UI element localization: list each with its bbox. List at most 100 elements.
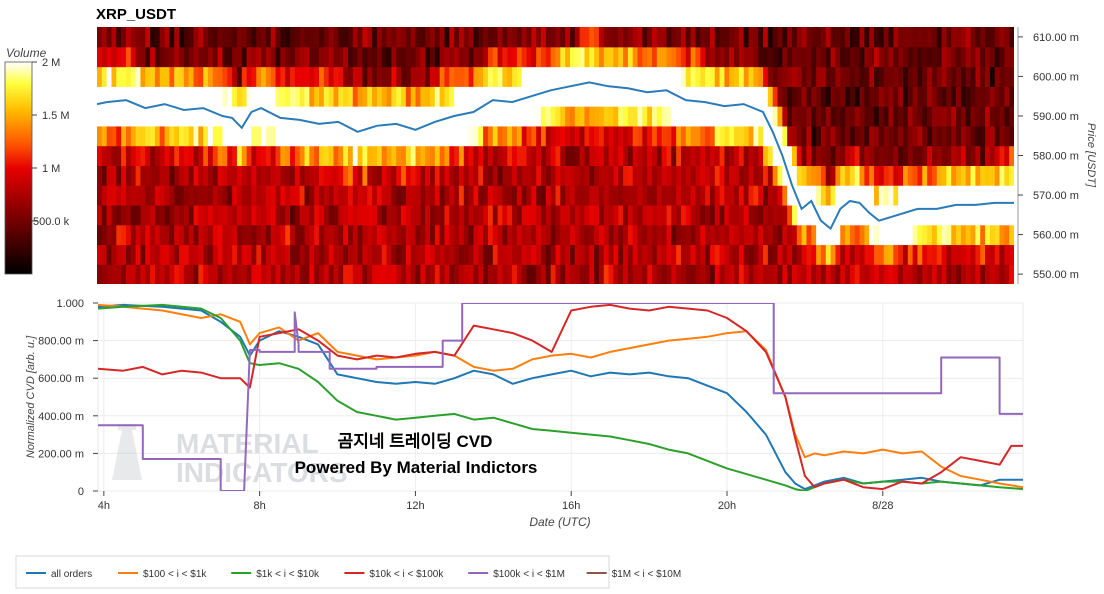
heatmap-cell bbox=[927, 66, 933, 87]
heatmap-cell bbox=[150, 224, 156, 246]
heatmap-cell bbox=[613, 224, 619, 246]
heatmap-cell bbox=[763, 244, 769, 265]
heatmap-cell bbox=[449, 244, 455, 265]
heatmap-cell bbox=[372, 106, 378, 127]
heatmap-cell bbox=[989, 244, 996, 265]
heatmap-cell bbox=[936, 125, 943, 147]
heatmap-cell bbox=[652, 86, 658, 107]
heatmap-cell bbox=[246, 224, 253, 246]
heatmap-cell bbox=[907, 244, 914, 265]
heatmap-cell bbox=[458, 264, 465, 284]
heatmap-cell bbox=[864, 106, 870, 127]
heatmap-cell bbox=[791, 86, 798, 107]
heatmap-cell bbox=[130, 46, 137, 68]
heatmap-cell bbox=[536, 204, 542, 226]
heatmap-cell bbox=[468, 165, 475, 186]
heatmap-cell bbox=[164, 165, 170, 186]
heatmap-cell bbox=[241, 264, 248, 284]
heatmap-cell bbox=[410, 86, 417, 107]
heatmap-cell bbox=[212, 224, 219, 246]
heatmap-cell bbox=[198, 185, 204, 206]
heatmap-cell bbox=[801, 244, 808, 265]
heatmap-cell bbox=[661, 264, 668, 284]
heatmap-cell bbox=[845, 86, 851, 107]
heatmap-cell bbox=[936, 204, 943, 226]
heatmap-cell bbox=[434, 46, 441, 68]
heatmap-cell bbox=[758, 244, 764, 265]
heatmap-cell bbox=[270, 66, 277, 87]
heatmap-cell bbox=[922, 145, 928, 166]
heatmap-cell bbox=[719, 165, 726, 186]
heatmap-cell bbox=[970, 125, 976, 147]
heatmap-cell bbox=[463, 264, 470, 284]
heatmap-cell bbox=[806, 244, 812, 265]
heatmap-cell bbox=[825, 106, 832, 127]
heatmap-cell bbox=[304, 86, 310, 107]
heatmap-cell bbox=[811, 264, 817, 284]
heatmap-cell bbox=[541, 224, 547, 246]
heatmap-cell bbox=[212, 125, 219, 147]
heatmap-cell bbox=[338, 244, 344, 265]
heatmap-cell bbox=[497, 106, 504, 127]
heatmap-cell bbox=[603, 165, 610, 186]
heatmap-cell bbox=[463, 165, 470, 186]
heatmap-cell bbox=[319, 106, 325, 127]
heatmap-cell bbox=[603, 106, 610, 127]
heatmap-cell bbox=[743, 86, 750, 107]
heatmap-cell bbox=[579, 145, 586, 166]
heatmap-cell bbox=[439, 125, 446, 147]
heatmap-cell bbox=[468, 27, 475, 48]
heatmap-cell bbox=[666, 46, 672, 68]
heatmap-cell bbox=[357, 106, 364, 127]
heatmap-cell bbox=[922, 244, 928, 265]
heatmap-cell bbox=[666, 27, 672, 48]
heatmap-cell bbox=[811, 66, 817, 87]
heatmap-cell bbox=[709, 27, 716, 48]
heatmap-cell bbox=[695, 185, 701, 206]
heatmap-cell bbox=[946, 46, 952, 68]
heatmap-cell bbox=[319, 86, 325, 107]
heatmap-cell bbox=[1004, 66, 1010, 87]
heatmap-cell bbox=[854, 204, 861, 226]
heatmap-cell bbox=[487, 145, 494, 166]
heatmap-cell bbox=[632, 66, 639, 87]
heatmap-cell bbox=[410, 204, 417, 226]
heatmap-cell bbox=[676, 145, 682, 166]
heatmap-cell bbox=[463, 145, 470, 166]
heatmap-cell bbox=[729, 27, 735, 48]
heatmap-cell bbox=[936, 224, 943, 246]
heatmap-cell bbox=[188, 66, 195, 87]
heatmap-cell bbox=[463, 125, 470, 147]
heatmap-cell bbox=[458, 165, 465, 186]
heatmap-cell bbox=[241, 224, 248, 246]
heatmap-cell bbox=[536, 125, 542, 147]
heatmap-cell bbox=[970, 264, 976, 284]
heatmap-cell bbox=[507, 46, 513, 68]
heatmap-cell bbox=[671, 46, 677, 68]
heatmap-cell bbox=[951, 125, 957, 147]
heatmap-cell bbox=[294, 185, 301, 206]
heatmap-cell bbox=[941, 185, 948, 206]
heatmap-cell bbox=[478, 264, 484, 284]
heatmap-cell bbox=[203, 86, 209, 107]
heatmap-cell bbox=[594, 165, 600, 186]
heatmap-cell bbox=[179, 106, 185, 127]
heatmap-cell bbox=[458, 27, 465, 48]
heatmap-cell bbox=[101, 204, 108, 226]
heatmap-cell bbox=[931, 165, 938, 186]
heatmap-cell bbox=[994, 264, 1001, 284]
heatmap-cell bbox=[159, 244, 166, 265]
heatmap-cell bbox=[550, 27, 557, 48]
heatmap-cell bbox=[584, 244, 590, 265]
heatmap-cell bbox=[415, 125, 421, 147]
heatmap-cell bbox=[512, 264, 518, 284]
heatmap-cell bbox=[951, 27, 957, 48]
heatmap-cell bbox=[999, 224, 1005, 246]
heatmap-cell bbox=[410, 185, 417, 206]
heatmap-cell bbox=[473, 244, 479, 265]
heatmap-cell bbox=[275, 145, 281, 166]
heatmap-cell bbox=[130, 106, 137, 127]
heatmap-cell bbox=[130, 204, 137, 226]
heatmap-cell bbox=[637, 46, 643, 68]
heatmap-cell bbox=[705, 66, 711, 87]
